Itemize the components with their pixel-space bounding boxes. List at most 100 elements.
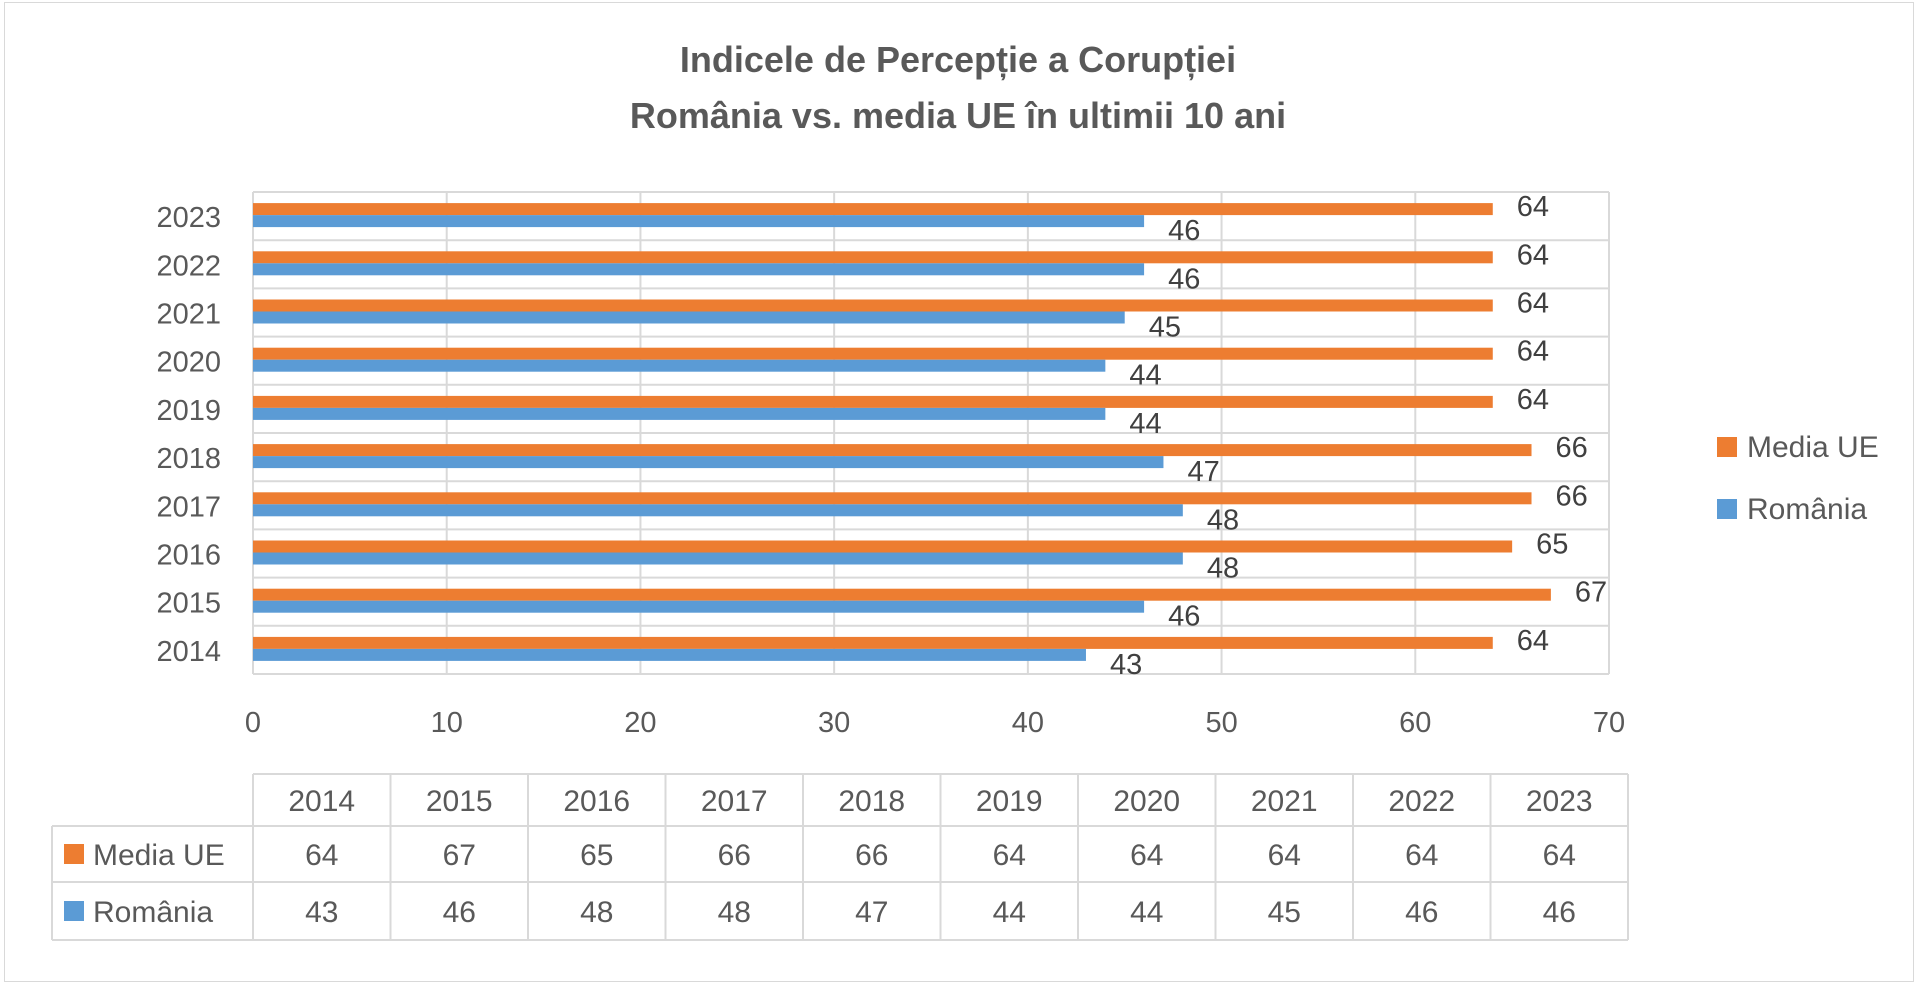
table-value-cell: 64 — [1268, 839, 1301, 872]
table-header-cell: 2020 — [1113, 785, 1180, 818]
y-tick-label: 2018 — [156, 443, 221, 475]
data-label-media-ue: 66 — [1556, 432, 1588, 464]
data-label-romania: 44 — [1129, 408, 1161, 440]
bar-romania — [253, 600, 1145, 613]
table-row-label: Media UE — [93, 839, 225, 872]
bar-media-ue — [253, 492, 1532, 505]
table-value-cell: 44 — [1130, 896, 1163, 929]
bar-romania — [253, 263, 1145, 276]
y-tick-label: 2015 — [156, 588, 221, 620]
y-tick-label: 2014 — [156, 636, 221, 668]
table-value-cell: 43 — [305, 896, 338, 929]
y-tick-label: 2022 — [156, 250, 221, 282]
chart-frame — [4, 2, 1914, 982]
bar-media-ue — [253, 251, 1493, 264]
bar-romania — [253, 407, 1106, 420]
table-value-cell: 65 — [580, 839, 613, 872]
data-label-romania: 48 — [1207, 504, 1239, 536]
plot-data-labels: 64 43 67 46 65 48 66 48 66 47 64 44 64 44 64 45 64 46 64 46 — [1110, 191, 1607, 681]
bar-media-ue — [253, 444, 1532, 457]
data-label-media-ue: 64 — [1517, 336, 1549, 368]
table-value-cell: 67 — [443, 839, 476, 872]
x-tick-label: 40 — [1012, 707, 1044, 739]
legend-swatch — [1717, 499, 1737, 519]
data-label-romania: 46 — [1168, 601, 1200, 633]
bar-media-ue — [253, 395, 1493, 408]
table-value-cell: 47 — [855, 896, 888, 929]
table-value-cell: 64 — [1543, 839, 1576, 872]
data-table: 2014 2015 2016 2017 2018 2019 2020 2021 2022 2023… — [51, 773, 1629, 941]
table-value-cell: 66 — [718, 839, 751, 872]
table-header-cell: 2019 — [976, 785, 1043, 818]
table-legend-swatch — [64, 844, 84, 864]
x-tick-label: 30 — [818, 707, 850, 739]
data-label-media-ue: 64 — [1517, 288, 1549, 320]
table-value-cell: 64 — [993, 839, 1026, 872]
bar-romania — [253, 648, 1086, 661]
bar-media-ue — [253, 203, 1493, 216]
bar-romania — [253, 456, 1164, 469]
table-header-cell: 2018 — [838, 785, 905, 818]
bar-romania — [253, 311, 1125, 324]
x-tick-label: 50 — [1205, 707, 1237, 739]
data-label-media-ue: 66 — [1556, 480, 1588, 512]
legend-item-label: Media UE — [1747, 431, 1879, 464]
plot-bars — [253, 203, 1551, 661]
table-header-cell: 2021 — [1251, 785, 1318, 818]
y-tick-label: 2017 — [156, 491, 221, 523]
table-value-cell: 46 — [1543, 896, 1576, 929]
table-header-cell: 2017 — [701, 785, 768, 818]
table-value-cell: 48 — [580, 896, 613, 929]
table-value-cell: 64 — [1405, 839, 1438, 872]
data-label-romania: 44 — [1129, 360, 1161, 392]
table-header-cell: 2014 — [288, 785, 355, 818]
bar-romania — [253, 504, 1183, 517]
x-tick-label: 60 — [1399, 707, 1431, 739]
bar-romania — [253, 359, 1106, 372]
x-tick-label: 0 — [245, 707, 261, 739]
bar-media-ue — [253, 588, 1551, 601]
data-label-romania: 48 — [1207, 553, 1239, 585]
table-header-cell: 2015 — [426, 785, 493, 818]
data-label-media-ue: 64 — [1517, 625, 1549, 657]
chart-title-line-2: România vs. media UE în ultimii 10 ani — [630, 95, 1286, 136]
bar-romania — [253, 552, 1183, 565]
table-value-cell: 45 — [1268, 896, 1301, 929]
bar-media-ue — [253, 299, 1493, 312]
data-label-media-ue: 64 — [1517, 384, 1549, 416]
table-value-cell: 48 — [718, 896, 751, 929]
bar-media-ue — [253, 347, 1493, 360]
data-label-romania: 45 — [1149, 312, 1181, 344]
data-label-romania: 47 — [1187, 456, 1219, 488]
y-tick-label: 2021 — [156, 299, 221, 331]
data-label-media-ue: 65 — [1536, 529, 1568, 561]
plot-ticks: 0 10 20 30 40 50 60 70 2014 2015 2016 2017 2018 2019 2… — [156, 202, 1625, 739]
table-header-cell: 2023 — [1526, 785, 1593, 818]
table-header-cell: 2016 — [563, 785, 630, 818]
bar-media-ue — [253, 540, 1513, 553]
table-value-cell: 64 — [1130, 839, 1163, 872]
y-tick-label: 2019 — [156, 395, 221, 427]
chart-title-line-1: Indicele de Percepție a Corupției — [680, 39, 1236, 81]
data-label-romania: 46 — [1168, 263, 1200, 295]
table-value-cell: 66 — [855, 839, 888, 872]
y-tick-label: 2020 — [156, 347, 221, 379]
x-tick-label: 20 — [624, 707, 656, 739]
y-tick-label: 2023 — [156, 202, 221, 234]
y-tick-label: 2016 — [156, 540, 221, 572]
table-value-cell: 64 — [305, 839, 338, 872]
x-tick-label: 70 — [1593, 707, 1625, 739]
table-value-cell: 44 — [993, 896, 1026, 929]
data-label-media-ue: 64 — [1517, 239, 1549, 271]
table-value-cell: 46 — [443, 896, 476, 929]
data-label-romania: 46 — [1168, 215, 1200, 247]
legend-swatch — [1717, 437, 1737, 457]
bar-media-ue — [253, 636, 1493, 649]
data-label-media-ue: 64 — [1517, 191, 1549, 223]
table-row-label: România — [93, 896, 213, 929]
legend-item-label: România — [1747, 493, 1867, 526]
data-label-romania: 43 — [1110, 649, 1142, 681]
table-value-cell: 46 — [1405, 896, 1438, 929]
data-label-media-ue: 67 — [1575, 577, 1607, 609]
